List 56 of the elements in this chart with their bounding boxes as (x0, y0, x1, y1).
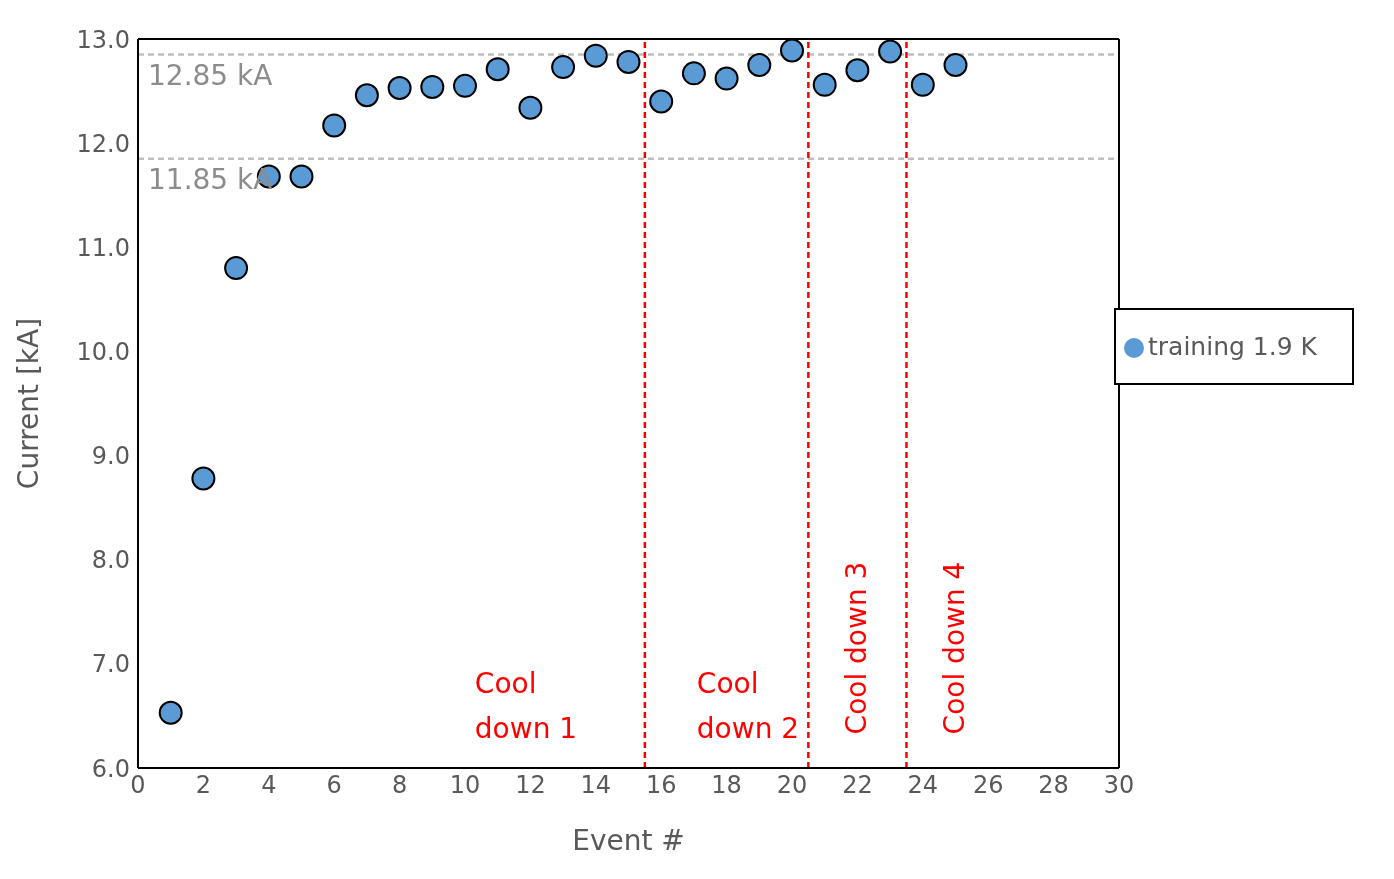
annotation: Cool down 1 (474, 667, 578, 745)
annotation: Cool down 3 (839, 561, 873, 735)
x-tick-label: 30 (1103, 771, 1135, 800)
annotation: Cool down 2 (696, 667, 800, 745)
point (649, 89, 674, 114)
y-tick-label: 6.0 (91, 754, 130, 783)
point (943, 53, 968, 78)
point (747, 53, 772, 78)
y-tick-label: 7.0 (91, 650, 130, 679)
x-tick-label: 18 (711, 771, 742, 800)
point (289, 164, 314, 189)
x-tick-label: 8 (391, 771, 408, 800)
x-tick-label: 6 (326, 771, 342, 800)
y-tick-label: 11.0 (76, 233, 130, 262)
point (453, 73, 477, 98)
legend-label: training 1.9 K (1148, 332, 1317, 361)
point (354, 83, 379, 108)
x-tick-label: 2 (195, 771, 212, 800)
y-axis-title: Current [kA] (11, 317, 45, 490)
point (583, 43, 608, 68)
point (224, 256, 249, 281)
point (681, 61, 706, 86)
point (616, 49, 641, 74)
x-tick-label: 20 (776, 771, 808, 800)
x-tick-label: 10 (449, 771, 481, 800)
annotation: Cool down 4 (937, 561, 971, 735)
x-tick-label: 4 (261, 771, 277, 800)
y-tick-label: 8.0 (91, 546, 130, 575)
y-tick-label: 10.0 (76, 337, 130, 366)
point (845, 58, 870, 83)
x-tick-label: 14 (580, 771, 612, 800)
point (714, 66, 739, 91)
point (518, 95, 543, 120)
x-tick-label: 22 (842, 771, 873, 800)
x-tick-label: 26 (972, 771, 1004, 800)
x-tick-label: 24 (907, 771, 939, 800)
ref-line-label: 12.85 kA (148, 58, 273, 92)
y-tick-label: 9.0 (91, 442, 130, 471)
x-tick-label: 0 (130, 771, 146, 800)
point (158, 700, 183, 725)
point (420, 74, 445, 99)
y-tick-label: 13.0 (76, 25, 130, 54)
point (387, 75, 412, 100)
y-tick-label: 12.0 (76, 129, 130, 158)
x-tick-label: 28 (1038, 771, 1069, 800)
x-tick-label: 16 (645, 771, 677, 800)
point (780, 39, 804, 63)
point (485, 57, 510, 82)
x-axis-title: Event # (572, 824, 685, 857)
point (322, 113, 347, 138)
point (551, 55, 576, 80)
point (191, 466, 216, 491)
point (910, 72, 935, 97)
x-tick-label: 12 (515, 771, 546, 800)
point (878, 39, 903, 64)
point (812, 72, 837, 97)
